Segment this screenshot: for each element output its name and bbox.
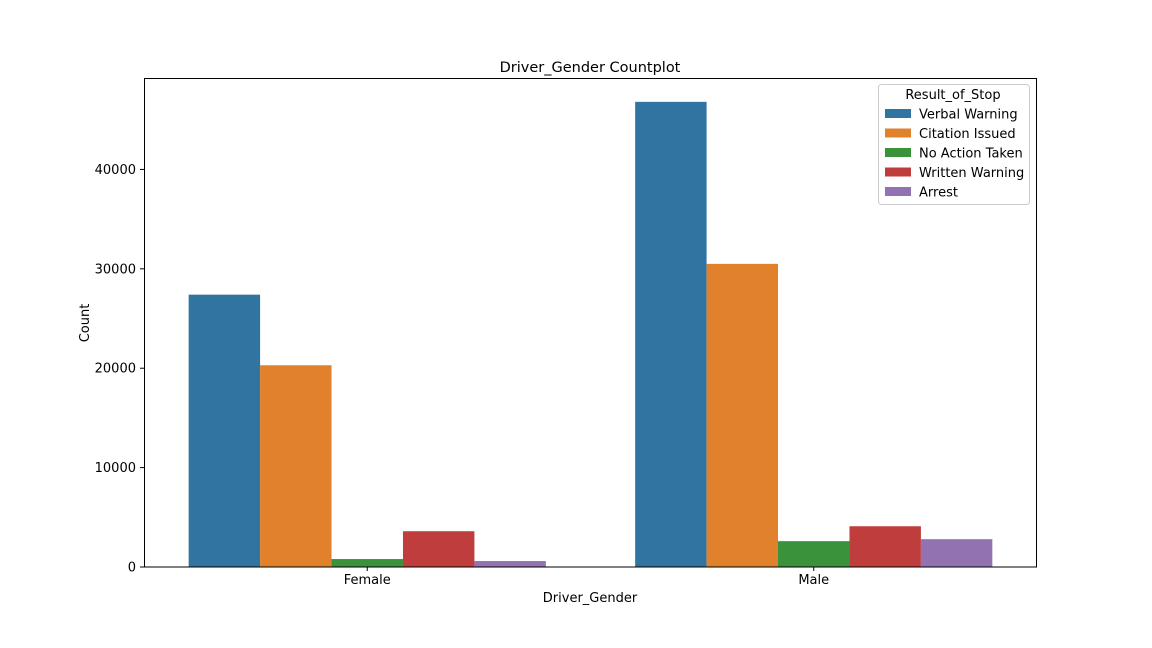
bar-written-warning-female — [402, 531, 475, 567]
legend-label-citation-issued: Citation Issued — [919, 127, 1016, 142]
x-tick-label-female: Female — [344, 573, 391, 588]
legend-swatch-written-warning — [885, 167, 911, 177]
bar-arrest-female — [474, 561, 546, 567]
chart-title: Driver_Gender Countplot — [500, 60, 681, 76]
bar-citation-issued-male — [706, 263, 779, 567]
legend-box — [878, 84, 1030, 205]
legend-swatch-no-action-taken — [885, 148, 911, 157]
bar-no-action-taken-female — [331, 559, 403, 567]
bar-verbal-warning-female — [188, 294, 261, 567]
legend: Result_of_Stop Verbal Warning Citation Is… — [878, 84, 1030, 205]
x-tick-label-male: Male — [798, 573, 829, 588]
bar-no-action-taken-male — [778, 541, 850, 567]
bars-group — [188, 101, 993, 567]
bar-written-warning-male — [849, 526, 921, 567]
bar-verbal-warning-male — [635, 101, 707, 567]
x-axis: Female Male — [344, 567, 829, 588]
y-tick-label: 30000 — [95, 262, 136, 277]
legend-items: Verbal Warning Citation Issued No Action T… — [885, 108, 1024, 201]
legend-swatch-verbal-warning — [885, 109, 911, 118]
legend-label-no-action-taken: No Action Taken — [919, 147, 1023, 162]
bar-citation-issued-female — [260, 365, 332, 567]
y-tick-label: 10000 — [95, 461, 136, 476]
y-tick-label: 20000 — [95, 362, 136, 377]
legend-label-arrest: Arrest — [919, 186, 958, 201]
y-tick-label: 0 — [128, 561, 136, 576]
legend-label-written-warning: Written Warning — [919, 166, 1024, 181]
legend-title: Result_of_Stop — [905, 88, 1000, 103]
legend-swatch-citation-issued — [885, 128, 911, 138]
legend-label-verbal-warning: Verbal Warning — [919, 108, 1018, 123]
y-tick-label: 40000 — [95, 163, 136, 178]
y-axis-label: Count — [78, 304, 93, 343]
bar-arrest-male — [920, 539, 993, 567]
plot-frame — [144, 78, 1037, 568]
y-axis: 0 10000 20000 30000 40000 — [95, 163, 144, 576]
x-axis-label: Driver_Gender — [543, 591, 638, 606]
legend-swatch-arrest — [885, 187, 911, 196]
